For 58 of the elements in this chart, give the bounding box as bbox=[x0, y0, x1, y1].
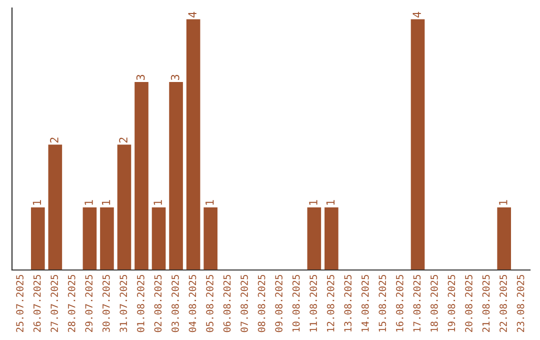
bar bbox=[117, 144, 132, 270]
data-label: 1 bbox=[206, 200, 214, 205]
x-tick-label: 28.07.2025 bbox=[68, 274, 76, 332]
x-tick-label: 17.08.2025 bbox=[413, 274, 421, 332]
data-label: 3 bbox=[170, 74, 180, 80]
data-label: 1 bbox=[154, 200, 162, 205]
bar bbox=[307, 207, 322, 270]
x-tick-label: 12.08.2025 bbox=[326, 274, 334, 332]
x-tick-label: 03.08.2025 bbox=[172, 274, 179, 332]
x-tick-label: 30.07.2025 bbox=[102, 274, 110, 332]
x-tick-label: 18.08.2025 bbox=[430, 274, 438, 332]
x-tick-label: 25.07.2025 bbox=[16, 274, 24, 332]
data-label: 2 bbox=[119, 138, 128, 143]
x-tick-label: 13.08.2025 bbox=[344, 274, 352, 332]
x-tick-label: 09.08.2025 bbox=[275, 274, 282, 332]
bar bbox=[410, 19, 425, 270]
bar bbox=[204, 207, 218, 270]
data-label: 2 bbox=[50, 138, 58, 143]
x-tick-label: 15.08.2025 bbox=[378, 274, 386, 332]
x-tick-label: 11.08.2025 bbox=[310, 274, 318, 332]
x-tick-label: 14.08.2025 bbox=[361, 274, 369, 332]
x-tick-label: 05.08.2025 bbox=[206, 274, 214, 332]
x-tick-label: 16.08.2025 bbox=[396, 274, 404, 332]
x-tick-label: 26.07.2025 bbox=[33, 274, 41, 332]
x-tick-label: 10.08.2025 bbox=[292, 274, 300, 332]
bar bbox=[30, 207, 45, 270]
bar bbox=[48, 144, 62, 270]
data-label: 1 bbox=[32, 200, 41, 205]
x-tick-label: 19.08.2025 bbox=[448, 274, 456, 332]
bar bbox=[100, 207, 114, 270]
x-tick-label: 31.07.2025 bbox=[120, 274, 128, 332]
bar bbox=[169, 82, 183, 270]
data-label: 4 bbox=[412, 12, 421, 18]
x-tick-label: 07.08.2025 bbox=[240, 274, 248, 332]
x-tick-label: 22.08.2025 bbox=[500, 274, 507, 332]
data-label: 1 bbox=[309, 200, 318, 205]
x-tick-label: 04.08.2025 bbox=[188, 274, 196, 332]
x-tick-label: 01.08.2025 bbox=[136, 274, 144, 332]
data-label: 4 bbox=[188, 12, 196, 18]
data-label: 1 bbox=[84, 200, 93, 205]
x-tick-label: 20.08.2025 bbox=[465, 274, 472, 332]
x-tick-label: 29.07.2025 bbox=[85, 274, 93, 332]
data-label: 1 bbox=[102, 200, 110, 205]
x-tick-label: 06.08.2025 bbox=[223, 274, 231, 332]
x-tick-label: 21.08.2025 bbox=[482, 274, 490, 332]
bar bbox=[186, 19, 200, 270]
data-label: 1 bbox=[326, 200, 335, 205]
bar bbox=[134, 82, 148, 270]
bar bbox=[324, 207, 338, 270]
x-tick-label: 23.08.2025 bbox=[516, 274, 524, 332]
bar bbox=[152, 207, 166, 270]
data-label: 3 bbox=[136, 74, 145, 80]
bar bbox=[82, 207, 97, 270]
bar bbox=[497, 207, 512, 270]
x-tick-label: 02.08.2025 bbox=[154, 274, 162, 332]
x-tick-label: 08.08.2025 bbox=[258, 274, 266, 332]
x-tick-label: 27.07.2025 bbox=[50, 274, 58, 332]
data-label: 1 bbox=[499, 200, 508, 205]
